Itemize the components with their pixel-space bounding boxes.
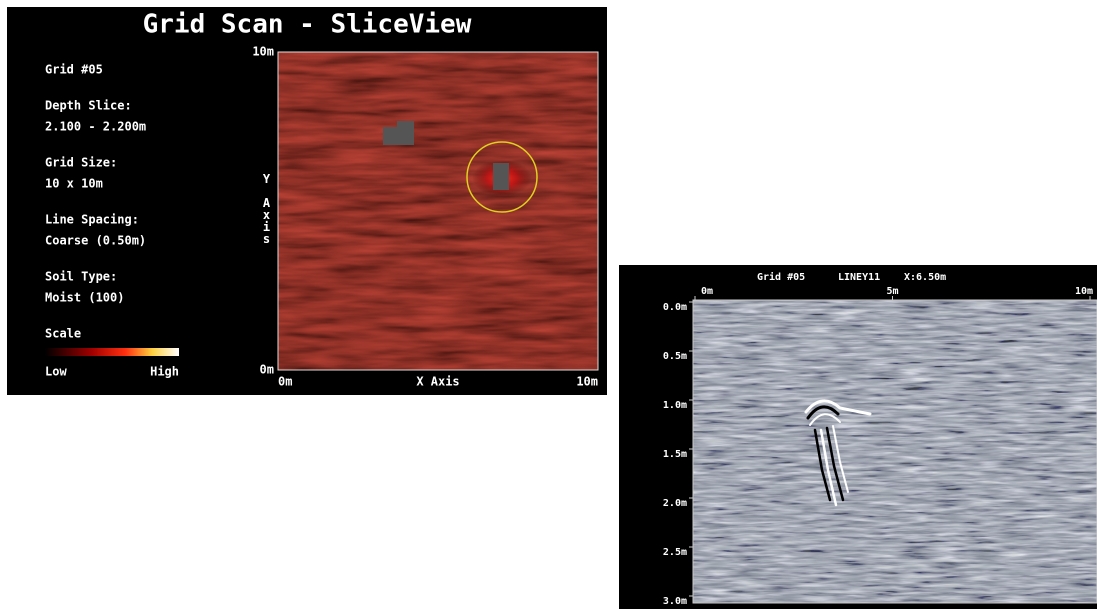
y-tick-label: 2.0m <box>663 498 687 509</box>
header-text: X:6.50m <box>904 272 946 283</box>
x-tick-label: 0m <box>701 286 713 297</box>
x-tick-label: 5m <box>886 286 898 297</box>
scale-high: High <box>150 365 179 379</box>
y-axis-label: Y Axis <box>260 172 274 244</box>
info-text: Depth Slice: <box>45 99 132 113</box>
x-tick-label: 10m <box>1075 286 1093 297</box>
x-tick-label: 0m <box>278 375 292 389</box>
info-text: Grid Size: <box>45 156 117 170</box>
header-text: LINEY11 <box>838 272 880 283</box>
gap-block <box>397 121 414 145</box>
header-text: Grid #05 <box>757 271 805 283</box>
y-tick-label: 10m <box>252 45 274 59</box>
info-text: Coarse (0.50m) <box>45 234 146 248</box>
radargram <box>693 300 1097 603</box>
x-axis-label: X Axis <box>416 375 459 389</box>
y-tick-label: 0.5m <box>663 351 687 362</box>
info-text: 10 x 10m <box>45 177 103 191</box>
screenshot: Grid Scan - SliceView Grid #05 Depth Slic… <box>0 0 1097 609</box>
y-tick-label: 2.5m <box>663 547 687 558</box>
y-tick-label: 0m <box>260 363 274 377</box>
info-text: Line Spacing: <box>45 213 139 227</box>
x-tick-label: 10m <box>576 375 598 389</box>
info-text: 2.100 - 2.200m <box>45 120 146 134</box>
scale-bar <box>45 348 179 356</box>
y-tick-label: 1.5m <box>663 449 687 460</box>
y-tick-label: 3.0m <box>663 596 687 607</box>
slice-map <box>278 52 598 370</box>
y-tick-label: 0.0m <box>663 302 687 313</box>
gap-block <box>493 163 509 190</box>
info-text: Moist (100) <box>45 291 124 305</box>
info-text: Soil Type: <box>45 270 117 284</box>
panel-title: Grid Scan - SliceView <box>143 10 472 40</box>
gap-block <box>383 127 398 145</box>
scale-low: Low <box>45 365 67 379</box>
y-tick-label: 1.0m <box>663 400 687 411</box>
scale-title: Scale <box>45 327 81 341</box>
info-text: Grid #05 <box>45 63 103 77</box>
page: Grid Scan - SliceView Grid #05 Depth Slic… <box>0 0 1097 609</box>
